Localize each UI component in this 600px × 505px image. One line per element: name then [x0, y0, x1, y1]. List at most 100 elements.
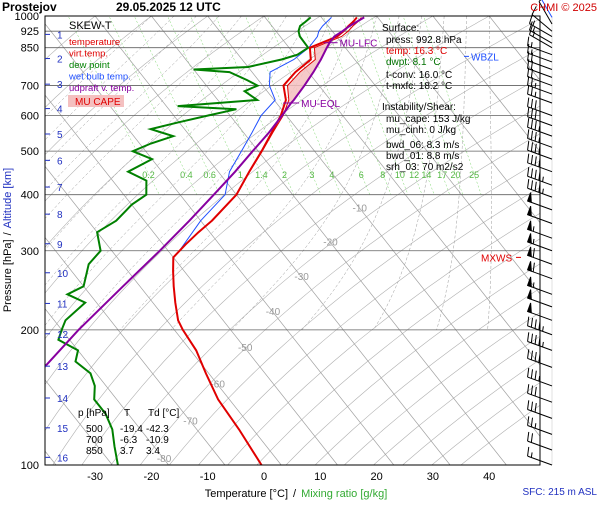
levels-table-cell: -19.4 — [120, 424, 143, 435]
x-label-temperature: Temperature [°C] — [205, 488, 288, 500]
altitude-tick-label: 14 — [57, 394, 69, 405]
temperature-tick-label: 40 — [483, 471, 495, 483]
altitude-tick-label: 11 — [57, 299, 68, 310]
altitude-tick-label: 6 — [57, 156, 63, 167]
altitude-tick-label: 5 — [57, 130, 63, 141]
wind-barb-half — [543, 189, 544, 194]
altitude-tick-label: 7 — [57, 183, 63, 194]
levels-table-header: p [hPa] — [78, 408, 110, 419]
pressure-tick-label: 700 — [21, 81, 39, 93]
wind-barb-half — [543, 326, 544, 331]
wind-barb-half — [543, 177, 544, 182]
levels-table-cell: 3.7 — [120, 446, 134, 457]
mixing-ratio-label: 0.6 — [203, 170, 216, 180]
surface-temperature: temp: 16.3 °C — [386, 46, 447, 57]
x-label-mixing-ratio: Mixing ratio [g/kg] — [301, 488, 387, 500]
levels-table-header: Td [°C] — [148, 408, 179, 419]
max-temperature-forecast: t-mxfc: 18.2 °C — [386, 81, 452, 92]
y-axis-label: Pressure [hPa] / Altitude [km] — [2, 168, 14, 312]
legend-item-label: temperature — [69, 37, 120, 48]
legend-item-label: dew point — [69, 60, 110, 71]
isotherm-label: -20 — [323, 238, 338, 249]
mixing-ratio-label: 1.4 — [255, 170, 268, 180]
y-label-pressure: Pressure [hPa] — [2, 239, 14, 312]
legend-title: SKEW-T — [69, 20, 112, 32]
mixing-ratio-label: 8 — [380, 170, 385, 180]
altitude-tick-label: 16 — [57, 453, 69, 464]
temperature-tick-label: -30 — [87, 471, 103, 483]
instability-line: mu_cinh: 0 J/kg — [386, 125, 456, 136]
mixing-ratio-label: 0.4 — [180, 170, 193, 180]
altitude-tick-label: 13 — [57, 362, 69, 373]
temperature-tick-label: 10 — [314, 471, 326, 483]
station-name: Prostejov — [2, 0, 57, 14]
altitude-tick-label: 9 — [57, 240, 63, 251]
convective-temperature: t-conv: 16.0 °C — [386, 70, 452, 81]
levels-table-header: T — [124, 408, 130, 419]
temperature-tick-label: -20 — [143, 471, 159, 483]
credit-text: CHMI © 2025 — [530, 2, 597, 14]
altitude-tick-label: 8 — [57, 210, 63, 221]
surface-pressure: press: 992.8 hPa — [386, 35, 462, 46]
isotherm-label: -40 — [266, 307, 281, 318]
surface-altitude-label: SFC: 215 m ASL — [523, 487, 598, 498]
wbzl-label: WBZL — [471, 52, 499, 63]
instability-line: srh_03: 70 m2/s2 — [386, 162, 464, 173]
mixing-ratio-label: 6 — [359, 170, 364, 180]
x-axis-label: Temperature [°C] / Mixing ratio [g/kg] — [205, 488, 388, 500]
mixing-ratio-label: 0.2 — [142, 170, 155, 180]
altitude-tick-label: 2 — [57, 55, 63, 66]
mixing-ratio-label: 1 — [238, 170, 243, 180]
isotherm-line — [546, 16, 600, 465]
mixing-ratio-label: 3 — [309, 170, 314, 180]
pressure-tick-label: 500 — [21, 146, 39, 158]
isotherm-label: -30 — [294, 272, 309, 283]
altitude-tick-label: 3 — [57, 80, 63, 91]
pressure-tick-label: 400 — [21, 190, 39, 202]
temperature-tick-label: 0 — [261, 471, 267, 483]
altitude-tick-label: 4 — [57, 105, 63, 116]
surface-dewpoint: dwpt: 8.1 °C — [386, 57, 441, 68]
legend-item-label: udpraft v. temp. — [69, 83, 134, 94]
y-label-altitude: Altitude [km] — [2, 168, 14, 229]
mu-eql-label: MU-EQL — [301, 99, 340, 110]
mu-lfc-label: MU-LFC — [340, 39, 378, 50]
legend-mu-cape-label: MU CAPE — [75, 97, 121, 108]
pressure-tick-label: 925 — [21, 26, 39, 38]
levels-table-cell: 500 — [86, 424, 103, 435]
levels-table-cell: -6.3 — [120, 435, 138, 446]
altitude-tick-label: 1 — [57, 30, 63, 41]
temperature-tick-label: 20 — [370, 471, 382, 483]
surface-title: Surface: — [382, 23, 419, 34]
mixing-ratio-label: 25 — [469, 170, 479, 180]
isotherm-label: -10 — [353, 203, 368, 214]
x-label-separator: / — [293, 488, 297, 500]
instability-title: Instability/Shear: — [382, 102, 456, 113]
altitude-tick-label: 10 — [57, 269, 69, 280]
levels-table-cell: -10.9 — [146, 435, 169, 446]
temperature-tick-label: -10 — [200, 471, 216, 483]
isotherm-label: -70 — [183, 416, 198, 427]
pressure-tick-label: 100 — [21, 460, 39, 472]
levels-table-cell: 700 — [86, 435, 103, 446]
mxws-label: MXWS — [481, 253, 512, 264]
levels-table-cell: -42.3 — [146, 424, 169, 435]
altitude-tick-label: 12 — [57, 330, 69, 341]
sounding-datetime: 29.05.2025 12 UTC — [116, 0, 221, 14]
altitude-tick-label: 15 — [57, 424, 69, 435]
instability-line: bwd_06: 8.3 m/s — [386, 140, 459, 151]
instability-line: bwd_01: 8.8 m/s — [386, 151, 459, 162]
pressure-tick-label: 300 — [21, 246, 39, 258]
mixing-ratio-label: 2 — [282, 170, 287, 180]
pressure-tick-label: 200 — [21, 325, 39, 337]
y-label-separator: / — [2, 231, 14, 235]
legend-item-label: virt.temp. — [69, 49, 108, 60]
levels-table-cell: 3.4 — [146, 446, 160, 457]
isotherm-label: -50 — [238, 343, 253, 354]
levels-table-cell: 850 — [86, 446, 103, 457]
pressure-tick-label: 600 — [21, 111, 39, 123]
instability-line: mu_cape: 153 J/kg — [386, 114, 471, 125]
temperature-tick-label: 30 — [427, 471, 439, 483]
